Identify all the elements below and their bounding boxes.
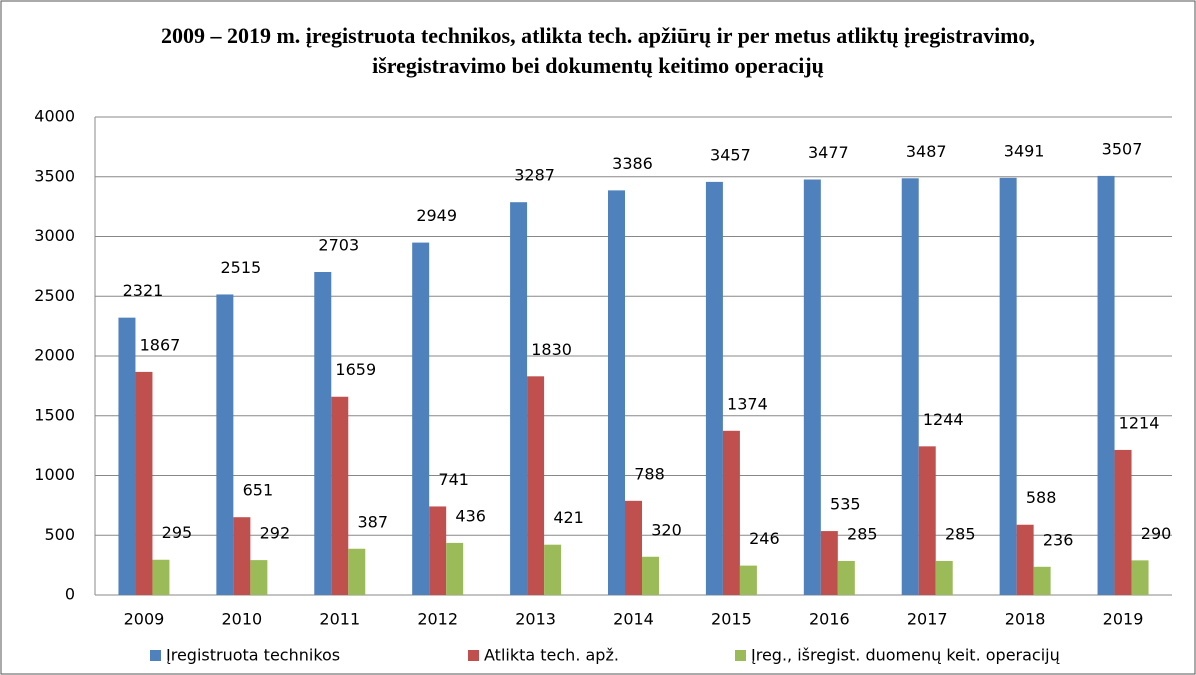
data-label: 2321 (123, 281, 164, 300)
bar (429, 506, 447, 595)
legend-label: Atlikta tech. apž. (484, 646, 619, 665)
bar (135, 371, 153, 595)
x-tick-label: 2017 (907, 610, 948, 629)
data-label: 3287 (514, 166, 555, 185)
legend-label: Įreg., išregist. duomenų keit. operacijų (751, 646, 1060, 665)
y-tick-label: 0 (65, 585, 75, 604)
data-label: 436 (455, 506, 486, 525)
y-tick-label: 500 (44, 525, 75, 544)
legend-swatch (468, 650, 479, 661)
bar (544, 544, 562, 595)
data-label: 421 (553, 508, 584, 527)
bar (216, 294, 234, 595)
bar (250, 560, 268, 595)
bar (348, 548, 366, 595)
y-tick-label: 4000 (34, 107, 75, 126)
data-label: 1374 (727, 394, 768, 413)
data-label: 285 (945, 524, 976, 543)
data-label: 292 (260, 524, 291, 543)
bar (1016, 524, 1034, 595)
bar (803, 179, 821, 595)
data-label: 285 (847, 524, 878, 543)
data-label: 290 (1141, 524, 1172, 543)
bar (1033, 566, 1051, 595)
data-label: 2703 (318, 235, 359, 254)
bar (705, 181, 723, 596)
data-label: 2515 (221, 258, 262, 277)
chart-title: išregistravimo bei dokumentų keitimo ope… (372, 53, 824, 78)
bar (722, 430, 740, 595)
bar (527, 376, 545, 595)
data-label: 1867 (140, 335, 181, 354)
data-label: 788 (634, 464, 665, 483)
bar (739, 565, 757, 595)
y-tick-label: 2500 (34, 286, 75, 305)
bar (625, 500, 642, 595)
bar (935, 560, 953, 595)
data-label: 651 (243, 481, 274, 500)
legend-swatch (735, 650, 746, 661)
bar (1114, 449, 1132, 595)
y-tick-label: 1500 (34, 405, 75, 424)
bar (233, 517, 251, 595)
data-label: 3477 (808, 143, 849, 162)
data-label: 2949 (416, 206, 457, 225)
data-label: 320 (651, 520, 682, 539)
bar (314, 271, 332, 595)
chart-title: 2009 – 2019 m. įregistruota technikos, a… (161, 23, 1035, 48)
data-label: 1244 (923, 410, 964, 429)
bar (901, 178, 919, 595)
bar (999, 177, 1017, 595)
data-label: 387 (357, 512, 388, 531)
bar (412, 242, 430, 596)
data-label: 246 (749, 529, 780, 548)
bar (331, 396, 349, 595)
bar (918, 446, 936, 595)
bar (446, 542, 464, 595)
data-label: 1214 (1119, 413, 1160, 432)
data-label: 3457 (710, 145, 751, 164)
x-tick-label: 2009 (124, 610, 165, 629)
data-label: 3487 (906, 142, 947, 161)
legend-swatch (150, 650, 161, 661)
bar (608, 190, 625, 596)
y-tick-label: 3000 (34, 226, 75, 245)
data-label: 1830 (531, 340, 572, 359)
data-label: 741 (438, 470, 469, 489)
bar (642, 556, 659, 595)
bar (820, 531, 838, 595)
y-tick-label: 2000 (34, 346, 75, 365)
x-tick-label: 2015 (711, 610, 752, 629)
data-label: 295 (162, 523, 193, 542)
data-label: 535 (830, 495, 861, 514)
bar (510, 202, 528, 596)
data-label: 236 (1043, 530, 1074, 549)
data-label: 588 (1026, 488, 1057, 507)
x-tick-label: 2011 (319, 610, 360, 629)
bar (118, 317, 136, 595)
legend-label: Įregistruota technikos (166, 646, 340, 665)
x-tick-label: 2013 (515, 610, 556, 629)
bar (1131, 560, 1149, 595)
y-tick-label: 1000 (34, 465, 75, 484)
x-tick-label: 2014 (613, 610, 654, 629)
x-tick-label: 2018 (1005, 610, 1046, 629)
x-tick-label: 2010 (222, 610, 263, 629)
x-tick-label: 2016 (809, 610, 850, 629)
data-label: 3491 (1004, 141, 1045, 160)
bar (1097, 175, 1115, 595)
y-tick-label: 3500 (34, 166, 75, 185)
bar (152, 559, 170, 595)
x-tick-label: 2012 (417, 610, 458, 629)
data-label: 3507 (1102, 139, 1143, 158)
data-label: 1659 (335, 360, 376, 379)
data-label: 3386 (612, 154, 653, 173)
x-tick-label: 2019 (1103, 610, 1144, 629)
bar (837, 560, 855, 595)
